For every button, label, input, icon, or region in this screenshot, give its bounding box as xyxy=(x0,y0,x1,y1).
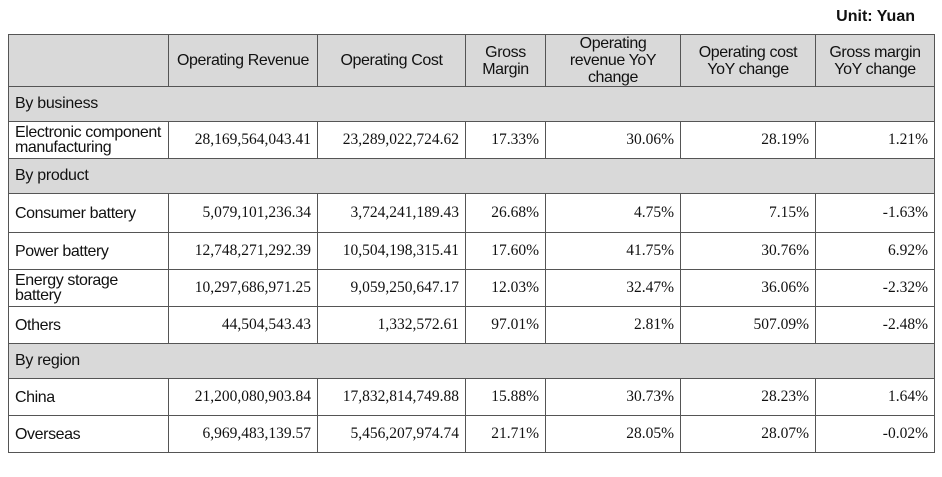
table-row: Power battery 12,748,271,292.39 10,504,1… xyxy=(8,232,935,270)
cell-operating-revenue: 12,748,271,292.39 xyxy=(168,232,318,270)
cell-revenue-yoy: 41.75% xyxy=(545,232,681,270)
cell-revenue-yoy: 4.75% xyxy=(545,193,681,233)
cell-gross-margin: 12.03% xyxy=(465,269,546,307)
cell-gross-margin: 17.33% xyxy=(465,121,546,159)
cell-gross-margin: 17.60% xyxy=(465,232,546,270)
table-row: Energy storage battery 10,297,686,971.25… xyxy=(8,269,935,307)
cell-margin-yoy: -1.63% xyxy=(815,193,935,233)
cell-cost-yoy: 7.15% xyxy=(680,193,816,233)
cell-operating-revenue: 6,969,483,139.57 xyxy=(168,415,318,453)
cell-margin-yoy: 1.64% xyxy=(815,378,935,416)
cell-operating-cost: 10,504,198,315.41 xyxy=(317,232,466,270)
header-operating-revenue: Operating Revenue xyxy=(168,34,318,87)
table-row: Overseas 6,969,483,139.57 5,456,207,974.… xyxy=(8,415,935,453)
row-label: China xyxy=(8,378,169,416)
cell-gross-margin: 26.68% xyxy=(465,193,546,233)
header-row: Operating Revenue Operating Cost Gross M… xyxy=(8,34,935,87)
row-label: Consumer battery xyxy=(8,193,169,233)
row-label: Electronic component manufacturing xyxy=(8,121,169,159)
header-corner xyxy=(8,34,169,87)
unit-label: Unit: Yuan xyxy=(836,8,915,25)
cell-revenue-yoy: 30.06% xyxy=(545,121,681,159)
row-label: Overseas xyxy=(8,415,169,453)
cell-revenue-yoy: 30.73% xyxy=(545,378,681,416)
cell-gross-margin: 21.71% xyxy=(465,415,546,453)
header-margin-yoy: Gross margin YoY change xyxy=(815,34,935,87)
table-row: Consumer battery 5,079,101,236.34 3,724,… xyxy=(8,193,935,233)
header-gross-margin: Gross Margin xyxy=(465,34,546,87)
cell-cost-yoy: 28.07% xyxy=(680,415,816,453)
cell-operating-revenue: 21,200,080,903.84 xyxy=(168,378,318,416)
cell-margin-yoy: 6.92% xyxy=(815,232,935,270)
cell-operating-cost: 3,724,241,189.43 xyxy=(317,193,466,233)
cell-operating-revenue: 10,297,686,971.25 xyxy=(168,269,318,307)
financial-table: Operating Revenue Operating Cost Gross M… xyxy=(8,34,935,453)
cell-cost-yoy: 28.23% xyxy=(680,378,816,416)
cell-cost-yoy: 28.19% xyxy=(680,121,816,159)
section-row: By product xyxy=(8,158,935,194)
cell-margin-yoy: -2.48% xyxy=(815,306,935,344)
table-row: Others 44,504,543.43 1,332,572.61 97.01%… xyxy=(8,306,935,344)
cell-operating-cost: 1,332,572.61 xyxy=(317,306,466,344)
cell-gross-margin: 97.01% xyxy=(465,306,546,344)
cell-margin-yoy: -2.32% xyxy=(815,269,935,307)
row-label: Energy storage battery xyxy=(8,269,169,307)
section-title: By region xyxy=(8,343,935,379)
cell-cost-yoy: 36.06% xyxy=(680,269,816,307)
row-label: Others xyxy=(8,306,169,344)
header-revenue-yoy: Operating revenue YoY change xyxy=(545,34,681,87)
cell-margin-yoy: -0.02% xyxy=(815,415,935,453)
cell-revenue-yoy: 28.05% xyxy=(545,415,681,453)
cell-revenue-yoy: 2.81% xyxy=(545,306,681,344)
cell-cost-yoy: 30.76% xyxy=(680,232,816,270)
cell-operating-cost: 17,832,814,749.88 xyxy=(317,378,466,416)
cell-operating-revenue: 28,169,564,043.41 xyxy=(168,121,318,159)
row-label: Power battery xyxy=(8,232,169,270)
cell-revenue-yoy: 32.47% xyxy=(545,269,681,307)
cell-operating-revenue: 44,504,543.43 xyxy=(168,306,318,344)
table-row: Electronic component manufacturing 28,16… xyxy=(8,121,935,159)
cell-operating-revenue: 5,079,101,236.34 xyxy=(168,193,318,233)
section-title: By product xyxy=(8,158,935,194)
header-cost-yoy: Operating cost YoY change xyxy=(680,34,816,87)
cell-margin-yoy: 1.21% xyxy=(815,121,935,159)
cell-gross-margin: 15.88% xyxy=(465,378,546,416)
section-title: By business xyxy=(8,86,935,122)
header-operating-cost: Operating Cost xyxy=(317,34,466,87)
table-row: China 21,200,080,903.84 17,832,814,749.8… xyxy=(8,378,935,416)
cell-operating-cost: 23,289,022,724.62 xyxy=(317,121,466,159)
cell-cost-yoy: 507.09% xyxy=(680,306,816,344)
section-row: By business xyxy=(8,86,935,122)
cell-operating-cost: 5,456,207,974.74 xyxy=(317,415,466,453)
cell-operating-cost: 9,059,250,647.17 xyxy=(317,269,466,307)
section-row: By region xyxy=(8,343,935,379)
